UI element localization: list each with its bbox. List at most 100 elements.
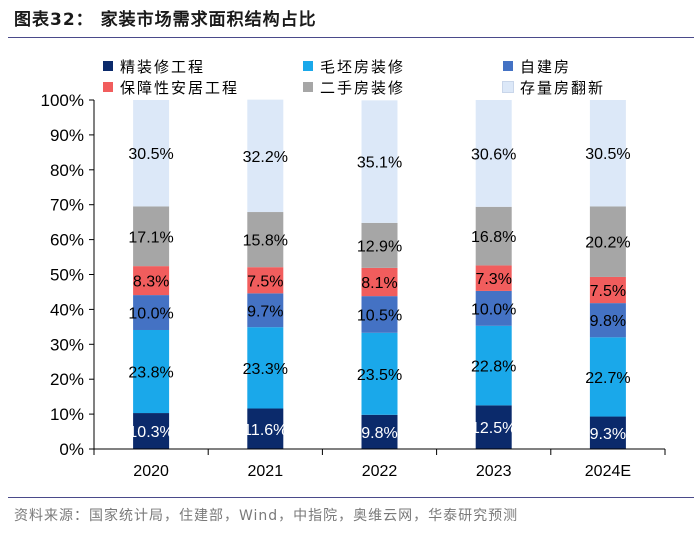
bar-segment [247,99,284,213]
y-tick-label: 100% [41,91,84,110]
bar-segment [475,206,512,266]
bar-segment [133,206,170,267]
data-label: 11.6% [243,422,287,439]
data-label: 7.5% [590,283,626,300]
bars [133,99,626,449]
bar-segment [361,414,398,449]
data-label: 23.3% [243,361,288,378]
y-tick-label: 0% [59,440,84,459]
bar-segment [589,337,626,417]
source-divider [8,497,694,498]
legend-swatch-4 [303,82,313,92]
data-label: 7.5% [247,273,283,290]
source-note: 资料来源：国家统计局，住建部，Wind，中指院，奥维云网，华泰研究预测 [14,508,519,524]
legend-swatch-0 [103,61,113,71]
legend-item-0: 精装修工程 [103,56,206,77]
data-label: 35.1% [357,155,402,172]
y-tick-label: 70% [50,196,84,215]
bar-segment [247,293,284,328]
data-label: 30.5% [585,146,630,163]
bar-segment [361,100,398,223]
y-tick-label: 20% [50,370,84,389]
data-label: 16.8% [471,229,516,246]
bar-segment [475,325,512,406]
y-tick-label: 50% [50,266,84,285]
data-label: 10.5% [357,307,402,324]
bar-segment [589,206,626,277]
title-divider [8,37,694,38]
bar-segment [361,332,398,415]
bar-segment [133,329,170,414]
legend-label-4: 二手房装修 [320,79,406,97]
data-label: 20.2% [585,235,630,252]
y-tick-label: 40% [50,300,84,319]
bar-segment [133,100,170,207]
data-label: 23.5% [357,367,402,384]
bar-segment [133,413,170,449]
legend-item-3: 保障性安居工程 [103,77,240,98]
bar-segment [475,100,512,207]
bar-segment [247,267,284,294]
data-label: 12.9% [357,238,402,255]
bar-segment [589,100,626,207]
legend-swatch-3 [103,82,113,92]
y-tick-label: 10% [50,405,84,424]
bar-segment [475,405,512,449]
legend-label-0: 精装修工程 [120,58,206,76]
bar-segment [133,295,170,330]
legend-swatch-2 [503,61,513,71]
legend-item-5: 存量房翻新 [502,77,606,98]
data-label: 12.5% [471,420,516,437]
legend-label-1: 毛坯房装修 [320,58,406,76]
y-tick-label: 30% [50,335,84,354]
x-tick-label: 2020 [133,463,169,480]
legend-label-5: 存量房翻新 [520,79,606,97]
data-labels: 10.3% 23.8% 10.0% 8.3% 17.1% 30.5% 11.6% 23.3% 9… [128,146,630,443]
data-label: 22.7% [585,370,630,387]
data-label: 7.3% [475,271,511,288]
bar-segment [475,290,512,326]
data-label: 22.8% [471,359,516,376]
data-label: 15.8% [243,233,288,250]
bar-segment [247,212,284,268]
bar-segment [589,416,626,449]
legend-item-1: 毛坯房装修 [303,56,406,77]
x-tick-label: 2021 [248,463,284,480]
chart-title: 图表32： 家装市场需求面积结构占比 [14,10,317,30]
bar-segment [475,265,512,291]
data-label: 30.6% [471,146,516,163]
data-label: 23.8% [128,365,173,382]
x-axis: 2020 2021 2022 2023 2024E [93,448,666,480]
data-label: 9.3% [590,426,626,443]
data-label: 10.0% [128,306,173,323]
x-tick-label: 2023 [476,463,512,480]
bar-segment [247,408,284,449]
y-tick-label: 80% [50,161,84,180]
y-axis: 0% 10% 20% 30% 40% 50% 60% 70% 80% 90% 100% [41,91,95,459]
data-label: 10.3% [128,424,173,441]
legend-item-2: 自建房 [503,56,572,77]
bar-segment [361,222,398,268]
y-tick-label: 60% [50,231,84,250]
data-label: 9.8% [361,425,397,442]
legend-label-3: 保障性安居工程 [120,79,240,97]
data-label: 32.2% [243,149,288,166]
data-label: 8.3% [133,274,169,291]
x-tick-label: 2024E [585,463,631,480]
bar-segment [361,296,398,333]
data-label: 8.1% [361,275,397,292]
legend-label-2: 自建房 [520,58,572,76]
bar-segment [589,276,626,304]
y-tick-label: 90% [50,126,84,145]
data-label: 9.7% [247,303,283,320]
data-label: 30.5% [128,146,173,163]
legend-swatch-5 [502,81,514,93]
data-label: 9.8% [590,313,626,330]
bar-segment [589,303,626,338]
legend-item-4: 二手房装修 [303,77,406,98]
bar-segment [247,327,284,409]
bar-segment [361,267,398,297]
bar-segment [133,266,170,296]
x-tick-label: 2022 [362,463,398,480]
